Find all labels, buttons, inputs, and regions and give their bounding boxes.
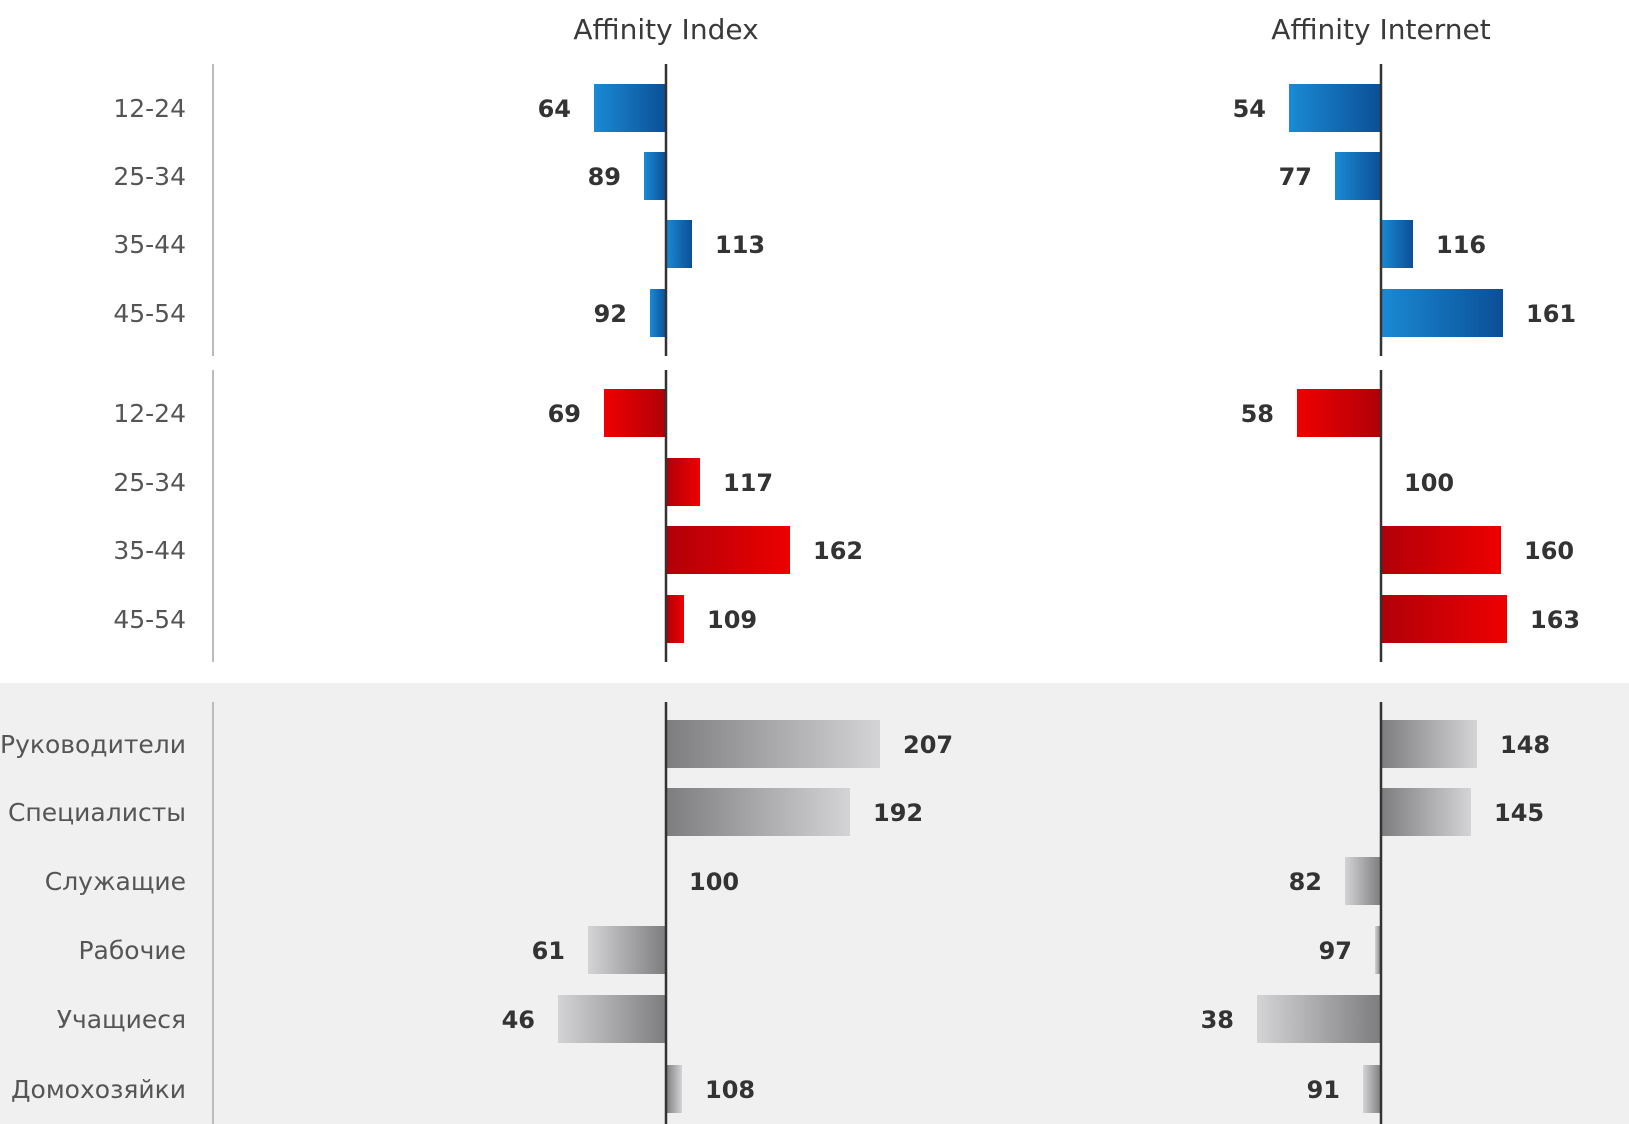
bar-red bbox=[666, 526, 790, 574]
row-label: Домохозяйки bbox=[11, 1075, 186, 1104]
value-label: 163 bbox=[1530, 606, 1580, 634]
value-label: 100 bbox=[689, 868, 739, 896]
value-label: 58 bbox=[1241, 400, 1274, 428]
chart-marks: 12-24 25-34 35-44 45-54 64 89 113 92 54 77 116 161 1… bbox=[0, 64, 1580, 1124]
value-label: 162 bbox=[813, 537, 863, 565]
value-label: 61 bbox=[532, 937, 565, 965]
bar-red bbox=[666, 458, 700, 506]
bar-blue bbox=[644, 152, 666, 200]
bar-red bbox=[666, 595, 684, 643]
column-titles: Affinity Index Affinity Internet bbox=[573, 13, 1490, 46]
row-label: 12-24 bbox=[113, 399, 186, 428]
value-label: 207 bbox=[903, 731, 953, 759]
value-label: 46 bbox=[502, 1006, 535, 1034]
row-label: 35-44 bbox=[113, 536, 186, 565]
value-label: 54 bbox=[1233, 95, 1266, 123]
value-label: 82 bbox=[1289, 868, 1322, 896]
bar-red bbox=[1297, 389, 1381, 437]
value-label: 77 bbox=[1279, 163, 1312, 191]
bar-gray bbox=[666, 1065, 682, 1113]
bar-blue bbox=[594, 84, 666, 132]
bar-blue bbox=[1289, 84, 1381, 132]
bar-gray bbox=[1257, 995, 1381, 1043]
bar-gray bbox=[1345, 857, 1381, 905]
row-label: 45-54 bbox=[113, 299, 186, 328]
bar-gray bbox=[1363, 1065, 1381, 1113]
value-label: 97 bbox=[1319, 937, 1352, 965]
row-label: Учащиеся bbox=[57, 1005, 186, 1034]
row-label: Рабочие bbox=[78, 936, 186, 965]
row-label: 35-44 bbox=[113, 230, 186, 259]
value-label: 108 bbox=[705, 1076, 755, 1104]
row-label: 45-54 bbox=[113, 605, 186, 634]
value-label: 113 bbox=[715, 231, 765, 259]
row-label: 25-34 bbox=[113, 162, 186, 191]
value-label: 192 bbox=[873, 799, 923, 827]
column-title-affinity-internet: Affinity Internet bbox=[1271, 13, 1490, 46]
value-label: 91 bbox=[1307, 1076, 1340, 1104]
bar-gray bbox=[666, 788, 850, 836]
bar-red bbox=[1381, 595, 1507, 643]
value-label: 117 bbox=[723, 469, 773, 497]
row-label: 25-34 bbox=[113, 468, 186, 497]
bar-gray bbox=[1381, 788, 1471, 836]
value-label: 64 bbox=[538, 95, 571, 123]
bar-blue bbox=[666, 220, 692, 268]
row-label: Руководители bbox=[0, 730, 186, 759]
bar-gray bbox=[1375, 926, 1381, 974]
value-label: 89 bbox=[588, 163, 621, 191]
value-label: 148 bbox=[1500, 731, 1550, 759]
bar-gray bbox=[666, 720, 880, 768]
value-label: 100 bbox=[1404, 469, 1454, 497]
value-label: 160 bbox=[1524, 537, 1574, 565]
value-label: 38 bbox=[1201, 1006, 1234, 1034]
value-label: 161 bbox=[1526, 300, 1576, 328]
bar-blue bbox=[1381, 220, 1413, 268]
value-label: 109 bbox=[707, 606, 757, 634]
bar-gray bbox=[558, 995, 666, 1043]
column-title-affinity-index: Affinity Index bbox=[573, 13, 758, 46]
value-label: 69 bbox=[548, 400, 581, 428]
row-label: Специалисты bbox=[8, 798, 186, 827]
bar-red bbox=[1381, 526, 1501, 574]
bar-gray bbox=[588, 926, 666, 974]
value-label: 92 bbox=[594, 300, 627, 328]
row-label: Служащие bbox=[45, 867, 186, 896]
bar-gray bbox=[1381, 720, 1477, 768]
bar-blue bbox=[1381, 289, 1503, 337]
bar-blue bbox=[650, 289, 666, 337]
bar-blue bbox=[1335, 152, 1381, 200]
row-label: 12-24 bbox=[113, 94, 186, 123]
bar-red bbox=[604, 389, 666, 437]
value-label: 145 bbox=[1494, 799, 1544, 827]
value-label: 116 bbox=[1436, 231, 1486, 259]
